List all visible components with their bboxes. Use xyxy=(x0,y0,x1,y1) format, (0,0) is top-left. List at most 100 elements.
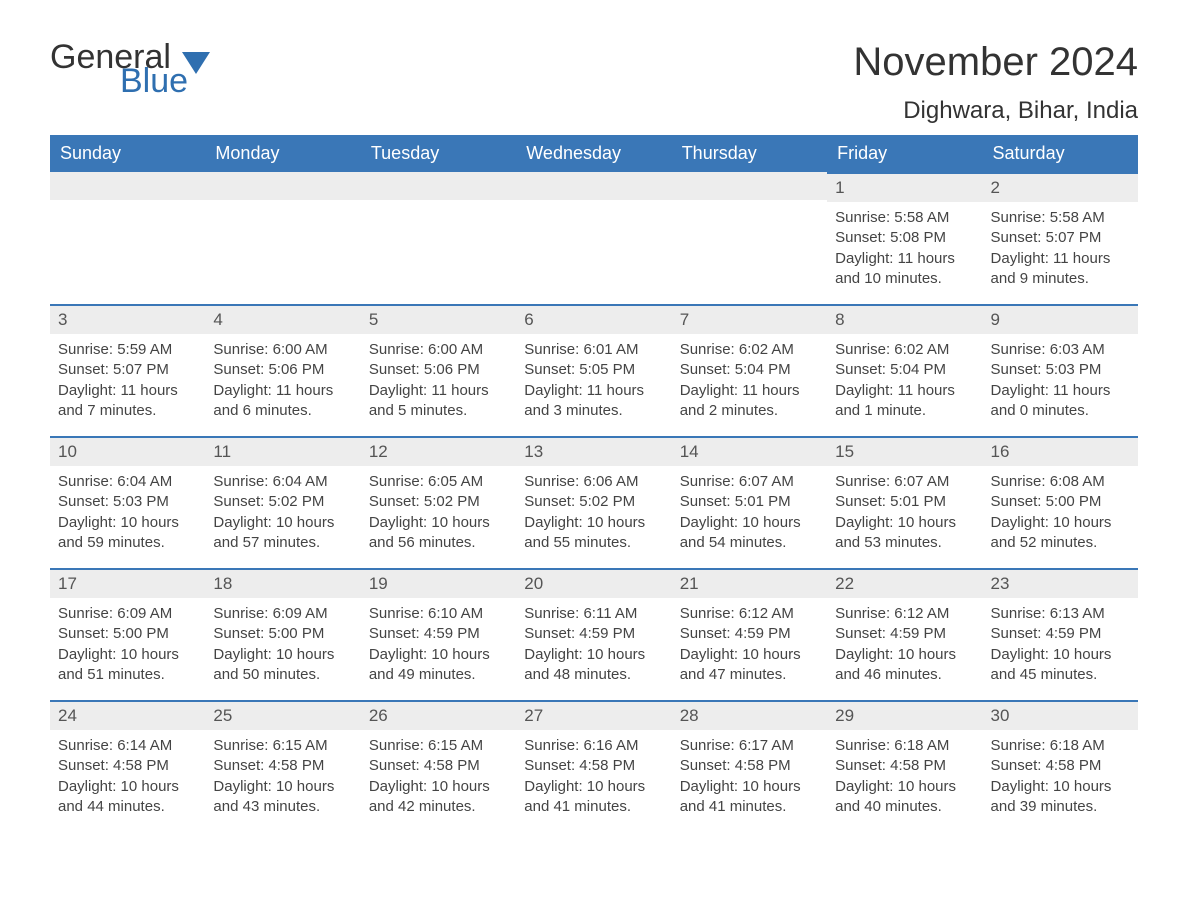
calendar-day-cell: 22Sunrise: 6:12 AMSunset: 4:59 PMDayligh… xyxy=(827,568,982,700)
sunset-text: Sunset: 4:58 PM xyxy=(213,756,352,776)
daylight-text: Daylight: 11 hours and 9 minutes. xyxy=(991,249,1130,290)
calendar-day-cell: 9Sunrise: 6:03 AMSunset: 5:03 PMDaylight… xyxy=(983,304,1138,436)
day-details: Sunrise: 6:04 AMSunset: 5:03 PMDaylight:… xyxy=(50,466,205,557)
daylight-text: Daylight: 10 hours and 39 minutes. xyxy=(991,777,1130,818)
daylight-text: Daylight: 10 hours and 51 minutes. xyxy=(58,645,197,686)
day-details: Sunrise: 6:09 AMSunset: 5:00 PMDaylight:… xyxy=(50,598,205,689)
daylight-text: Daylight: 10 hours and 41 minutes. xyxy=(524,777,663,818)
weekday-header: Thursday xyxy=(672,135,827,172)
sunset-text: Sunset: 4:59 PM xyxy=(991,624,1130,644)
weekday-header: Friday xyxy=(827,135,982,172)
calendar-day-cell: 5Sunrise: 6:00 AMSunset: 5:06 PMDaylight… xyxy=(361,304,516,436)
daylight-text: Daylight: 10 hours and 55 minutes. xyxy=(524,513,663,554)
day-details: Sunrise: 6:08 AMSunset: 5:00 PMDaylight:… xyxy=(983,466,1138,557)
sunset-text: Sunset: 4:59 PM xyxy=(680,624,819,644)
day-number: 7 xyxy=(672,304,827,334)
sunrise-text: Sunrise: 6:06 AM xyxy=(524,472,663,492)
day-number: 25 xyxy=(205,700,360,730)
sunset-text: Sunset: 5:05 PM xyxy=(524,360,663,380)
day-number: 14 xyxy=(672,436,827,466)
day-number: 22 xyxy=(827,568,982,598)
day-number: 13 xyxy=(516,436,671,466)
day-number: 26 xyxy=(361,700,516,730)
daylight-text: Daylight: 11 hours and 1 minute. xyxy=(835,381,974,422)
calendar-day-cell xyxy=(205,172,360,304)
sunset-text: Sunset: 4:58 PM xyxy=(991,756,1130,776)
day-number: 1 xyxy=(827,172,982,202)
day-details: Sunrise: 6:13 AMSunset: 4:59 PMDaylight:… xyxy=(983,598,1138,689)
day-number: 2 xyxy=(983,172,1138,202)
sunrise-text: Sunrise: 6:08 AM xyxy=(991,472,1130,492)
sunrise-text: Sunrise: 6:17 AM xyxy=(680,736,819,756)
day-details: Sunrise: 5:59 AMSunset: 5:07 PMDaylight:… xyxy=(50,334,205,425)
title-block: November 2024 Dighwara, Bihar, India xyxy=(853,40,1138,125)
calendar-day-cell: 8Sunrise: 6:02 AMSunset: 5:04 PMDaylight… xyxy=(827,304,982,436)
calendar-day-cell: 30Sunrise: 6:18 AMSunset: 4:58 PMDayligh… xyxy=(983,700,1138,832)
day-details: Sunrise: 6:17 AMSunset: 4:58 PMDaylight:… xyxy=(672,730,827,821)
day-number: 30 xyxy=(983,700,1138,730)
sunset-text: Sunset: 4:58 PM xyxy=(835,756,974,776)
calendar-day-cell: 13Sunrise: 6:06 AMSunset: 5:02 PMDayligh… xyxy=(516,436,671,568)
sunrise-text: Sunrise: 5:58 AM xyxy=(991,208,1130,228)
day-details: Sunrise: 6:11 AMSunset: 4:59 PMDaylight:… xyxy=(516,598,671,689)
sunrise-text: Sunrise: 6:15 AM xyxy=(369,736,508,756)
day-details: Sunrise: 6:05 AMSunset: 5:02 PMDaylight:… xyxy=(361,466,516,557)
calendar-week-row: 17Sunrise: 6:09 AMSunset: 5:00 PMDayligh… xyxy=(50,568,1138,700)
day-details: Sunrise: 6:06 AMSunset: 5:02 PMDaylight:… xyxy=(516,466,671,557)
day-details: Sunrise: 6:18 AMSunset: 4:58 PMDaylight:… xyxy=(827,730,982,821)
day-details: Sunrise: 6:16 AMSunset: 4:58 PMDaylight:… xyxy=(516,730,671,821)
day-details: Sunrise: 6:00 AMSunset: 5:06 PMDaylight:… xyxy=(205,334,360,425)
location-subtitle: Dighwara, Bihar, India xyxy=(853,97,1138,125)
sunrise-text: Sunrise: 6:12 AM xyxy=(835,604,974,624)
daylight-text: Daylight: 11 hours and 2 minutes. xyxy=(680,381,819,422)
sunset-text: Sunset: 5:00 PM xyxy=(991,492,1130,512)
day-number: 12 xyxy=(361,436,516,466)
daylight-text: Daylight: 10 hours and 45 minutes. xyxy=(991,645,1130,686)
day-details: Sunrise: 6:04 AMSunset: 5:02 PMDaylight:… xyxy=(205,466,360,557)
calendar-day-cell: 4Sunrise: 6:00 AMSunset: 5:06 PMDaylight… xyxy=(205,304,360,436)
calendar-day-cell: 23Sunrise: 6:13 AMSunset: 4:59 PMDayligh… xyxy=(983,568,1138,700)
calendar-day-cell: 26Sunrise: 6:15 AMSunset: 4:58 PMDayligh… xyxy=(361,700,516,832)
day-details: Sunrise: 6:15 AMSunset: 4:58 PMDaylight:… xyxy=(205,730,360,821)
day-number: 15 xyxy=(827,436,982,466)
calendar-day-cell: 14Sunrise: 6:07 AMSunset: 5:01 PMDayligh… xyxy=(672,436,827,568)
day-number: 23 xyxy=(983,568,1138,598)
weekday-header: Tuesday xyxy=(361,135,516,172)
calendar-day-cell: 6Sunrise: 6:01 AMSunset: 5:05 PMDaylight… xyxy=(516,304,671,436)
calendar-day-cell: 15Sunrise: 6:07 AMSunset: 5:01 PMDayligh… xyxy=(827,436,982,568)
calendar-day-cell: 1Sunrise: 5:58 AMSunset: 5:08 PMDaylight… xyxy=(827,172,982,304)
day-number: 10 xyxy=(50,436,205,466)
sunset-text: Sunset: 5:03 PM xyxy=(991,360,1130,380)
sunrise-text: Sunrise: 6:10 AM xyxy=(369,604,508,624)
day-number: 19 xyxy=(361,568,516,598)
calendar-week-row: 1Sunrise: 5:58 AMSunset: 5:08 PMDaylight… xyxy=(50,172,1138,304)
day-number: 5 xyxy=(361,304,516,334)
sunrise-text: Sunrise: 5:59 AM xyxy=(58,340,197,360)
daylight-text: Daylight: 10 hours and 57 minutes. xyxy=(213,513,352,554)
day-number: 24 xyxy=(50,700,205,730)
day-number: 28 xyxy=(672,700,827,730)
daylight-text: Daylight: 10 hours and 53 minutes. xyxy=(835,513,974,554)
daylight-text: Daylight: 10 hours and 50 minutes. xyxy=(213,645,352,686)
sunset-text: Sunset: 4:58 PM xyxy=(369,756,508,776)
day-details: Sunrise: 5:58 AMSunset: 5:07 PMDaylight:… xyxy=(983,202,1138,293)
sunrise-text: Sunrise: 6:09 AM xyxy=(213,604,352,624)
day-number: 18 xyxy=(205,568,360,598)
daylight-text: Daylight: 10 hours and 41 minutes. xyxy=(680,777,819,818)
sunset-text: Sunset: 5:07 PM xyxy=(58,360,197,380)
calendar-day-cell: 11Sunrise: 6:04 AMSunset: 5:02 PMDayligh… xyxy=(205,436,360,568)
day-details: Sunrise: 5:58 AMSunset: 5:08 PMDaylight:… xyxy=(827,202,982,293)
daylight-text: Daylight: 10 hours and 46 minutes. xyxy=(835,645,974,686)
calendar-day-cell: 18Sunrise: 6:09 AMSunset: 5:00 PMDayligh… xyxy=(205,568,360,700)
sunset-text: Sunset: 5:07 PM xyxy=(991,228,1130,248)
weekday-header: Monday xyxy=(205,135,360,172)
day-details: Sunrise: 6:03 AMSunset: 5:03 PMDaylight:… xyxy=(983,334,1138,425)
day-details: Sunrise: 6:02 AMSunset: 5:04 PMDaylight:… xyxy=(672,334,827,425)
daylight-text: Daylight: 10 hours and 43 minutes. xyxy=(213,777,352,818)
day-number: 29 xyxy=(827,700,982,730)
daylight-text: Daylight: 10 hours and 52 minutes. xyxy=(991,513,1130,554)
calendar-day-cell: 19Sunrise: 6:10 AMSunset: 4:59 PMDayligh… xyxy=(361,568,516,700)
sunrise-text: Sunrise: 6:13 AM xyxy=(991,604,1130,624)
calendar-week-row: 10Sunrise: 6:04 AMSunset: 5:03 PMDayligh… xyxy=(50,436,1138,568)
sunset-text: Sunset: 5:06 PM xyxy=(213,360,352,380)
